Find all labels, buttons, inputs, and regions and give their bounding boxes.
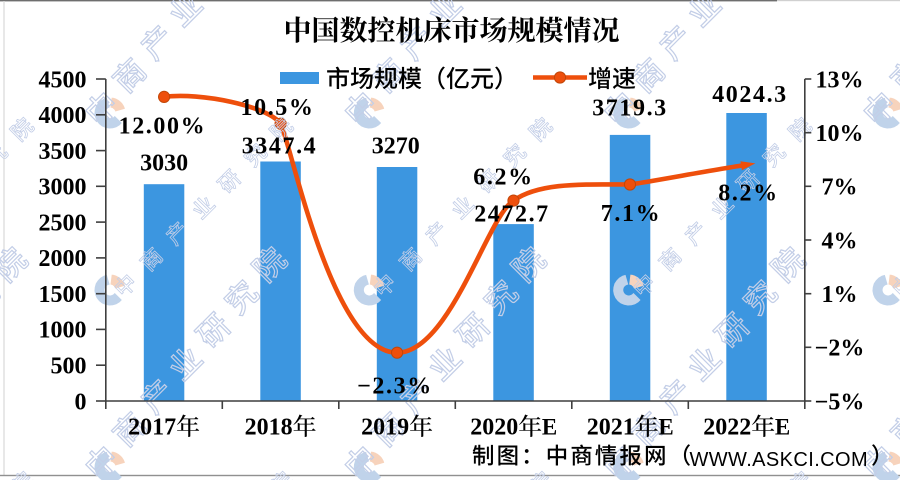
svg-text:1000: 1000: [39, 318, 87, 344]
svg-text:10%: 10%: [816, 121, 864, 147]
svg-text:3500: 3500: [39, 139, 87, 165]
svg-text:2472.7: 2472.7: [474, 201, 550, 227]
svg-text:3270: 3270: [372, 134, 420, 160]
svg-text:4000: 4000: [39, 103, 87, 129]
svg-text:12.00%: 12.00%: [119, 113, 207, 139]
svg-text:2022: 2022: [703, 414, 751, 440]
svg-text:7%: 7%: [822, 175, 858, 201]
svg-text:2017: 2017: [128, 414, 176, 440]
svg-text:500: 500: [51, 354, 87, 380]
svg-text:−5%: −5%: [815, 389, 865, 415]
svg-text:10.5%: 10.5%: [241, 95, 315, 121]
svg-text:4500: 4500: [39, 67, 87, 93]
svg-text:13%: 13%: [816, 67, 864, 93]
svg-text:−2.3%: −2.3%: [357, 373, 433, 399]
svg-text:E: E: [658, 414, 673, 439]
svg-text:3030: 3030: [140, 151, 188, 177]
svg-text:2000: 2000: [39, 246, 87, 272]
svg-text:3000: 3000: [39, 175, 87, 201]
svg-text:3719.3: 3719.3: [592, 95, 668, 121]
svg-text:4024.3: 4024.3: [712, 82, 788, 108]
svg-text:E: E: [775, 414, 790, 439]
svg-text:6.2%: 6.2%: [473, 164, 533, 190]
svg-text:8.2%: 8.2%: [718, 181, 778, 207]
svg-text:E: E: [542, 414, 557, 439]
svg-text:2500: 2500: [39, 210, 87, 236]
svg-text:0: 0: [75, 389, 87, 415]
svg-text:7.1%: 7.1%: [601, 201, 661, 227]
svg-text:2020: 2020: [470, 414, 518, 440]
svg-text:1500: 1500: [39, 282, 87, 308]
svg-text:3347.4: 3347.4: [242, 134, 318, 160]
svg-text:2018: 2018: [245, 414, 293, 440]
svg-text:4%: 4%: [822, 228, 858, 254]
svg-text:−2%: −2%: [815, 336, 865, 362]
svg-text:2021: 2021: [587, 414, 635, 440]
svg-text:WWW.ASKCI.COM: WWW.ASKCI.COM: [690, 449, 869, 471]
svg-text:2019: 2019: [361, 414, 409, 440]
svg-text:1%: 1%: [822, 282, 858, 308]
